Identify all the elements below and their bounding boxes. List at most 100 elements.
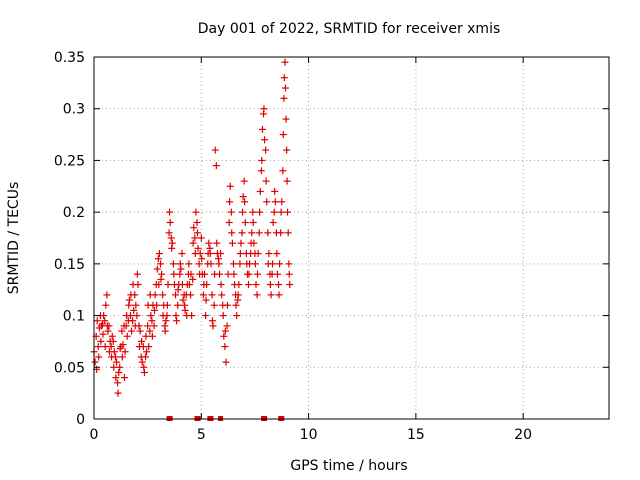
- data-point: [282, 115, 290, 123]
- data-point: [110, 348, 118, 356]
- data-point: [219, 312, 227, 320]
- data-point: [189, 275, 197, 283]
- data-point: [155, 250, 163, 258]
- data-point: [100, 312, 108, 320]
- data-point: [157, 260, 165, 268]
- x-tick-label: 20: [514, 427, 532, 443]
- data-point: [238, 229, 246, 237]
- data-point: [190, 224, 198, 232]
- data-point: [170, 270, 178, 278]
- data-point: [277, 208, 285, 216]
- data-point: [177, 265, 185, 273]
- data-point: [236, 260, 244, 268]
- data-point: [237, 239, 245, 247]
- data-point: [235, 281, 243, 289]
- data-point: [153, 265, 161, 273]
- data-point: [262, 146, 270, 154]
- data-point: [284, 229, 292, 237]
- data-point: [159, 291, 167, 299]
- data-point: [120, 374, 128, 382]
- data-point: [169, 260, 177, 268]
- data-point: [113, 358, 121, 366]
- data-point: [253, 291, 261, 299]
- data-point: [140, 363, 148, 371]
- data-point: [269, 260, 277, 268]
- data-point: [197, 234, 205, 242]
- data-point: [213, 239, 221, 247]
- data-point: [150, 322, 158, 330]
- data-point: [116, 363, 124, 371]
- data-point: [140, 368, 148, 376]
- plot-frame: [93, 56, 610, 420]
- data-point: [267, 291, 275, 299]
- data-point: [273, 270, 281, 278]
- data-point: [233, 312, 241, 320]
- data-point: [222, 358, 230, 366]
- data-point: [148, 317, 156, 325]
- data-point: [174, 286, 182, 294]
- data-point: [277, 229, 285, 237]
- data-point: [119, 341, 127, 349]
- data-point: [178, 250, 186, 258]
- data-point: [245, 281, 252, 289]
- data-point: [132, 301, 140, 309]
- data-point: [238, 208, 246, 216]
- data-point: [256, 208, 264, 216]
- x-tick-labels: 0 5 10 15 20: [90, 427, 533, 443]
- data-point: [146, 327, 154, 335]
- data-point: [223, 322, 231, 330]
- data-point: [103, 291, 111, 299]
- data-point: [118, 353, 126, 361]
- data-point: [142, 353, 149, 361]
- x-tick-label: 0: [90, 427, 99, 443]
- data-point: [212, 162, 220, 170]
- chart-title: Day 001 of 2022, SRMTID for receiver xmi…: [198, 21, 501, 37]
- data-point: [280, 94, 288, 102]
- data-point: [254, 270, 262, 278]
- data-point: [165, 229, 173, 237]
- data-point: [172, 312, 180, 320]
- data-point: [266, 281, 274, 289]
- y-axis-label: SRMTID / TECUs: [6, 182, 22, 295]
- data-point: [191, 234, 199, 242]
- y-tick-label: 0.2: [63, 205, 85, 221]
- data-point: [249, 208, 257, 216]
- data-point: [241, 198, 249, 206]
- data-point: [138, 358, 146, 366]
- data-point: [230, 270, 238, 278]
- x-tick-label: 15: [407, 427, 425, 443]
- data-point: [252, 281, 260, 289]
- data-point: [128, 327, 136, 335]
- data-point: [239, 193, 247, 201]
- data-point: [136, 327, 144, 335]
- data-point: [209, 322, 217, 330]
- data-point: [226, 182, 234, 190]
- data-point: [167, 234, 175, 242]
- data-point: [114, 389, 122, 397]
- y-tick-label: 0: [76, 412, 85, 428]
- data-point: [275, 291, 283, 299]
- data-point: [228, 239, 236, 247]
- data-point: [221, 343, 229, 351]
- data-point: [265, 250, 273, 258]
- data-point: [271, 198, 279, 206]
- data-point: [133, 270, 141, 278]
- data-point: [134, 281, 142, 289]
- data-point: [168, 244, 176, 252]
- data-point: [102, 301, 110, 309]
- data-point: [176, 260, 184, 268]
- data-point: [151, 291, 159, 299]
- data-point: [285, 270, 293, 278]
- data-point: [285, 260, 293, 268]
- data-point: [93, 317, 101, 325]
- data-point: [193, 229, 201, 237]
- data-point: [173, 317, 181, 325]
- data-point: [279, 131, 287, 139]
- data-point: [176, 270, 184, 278]
- data-point: [111, 353, 119, 361]
- data-point: [260, 105, 268, 113]
- data-point: [221, 327, 229, 335]
- data-point: [154, 255, 162, 263]
- data-point: [164, 281, 172, 289]
- data-point: [133, 312, 141, 320]
